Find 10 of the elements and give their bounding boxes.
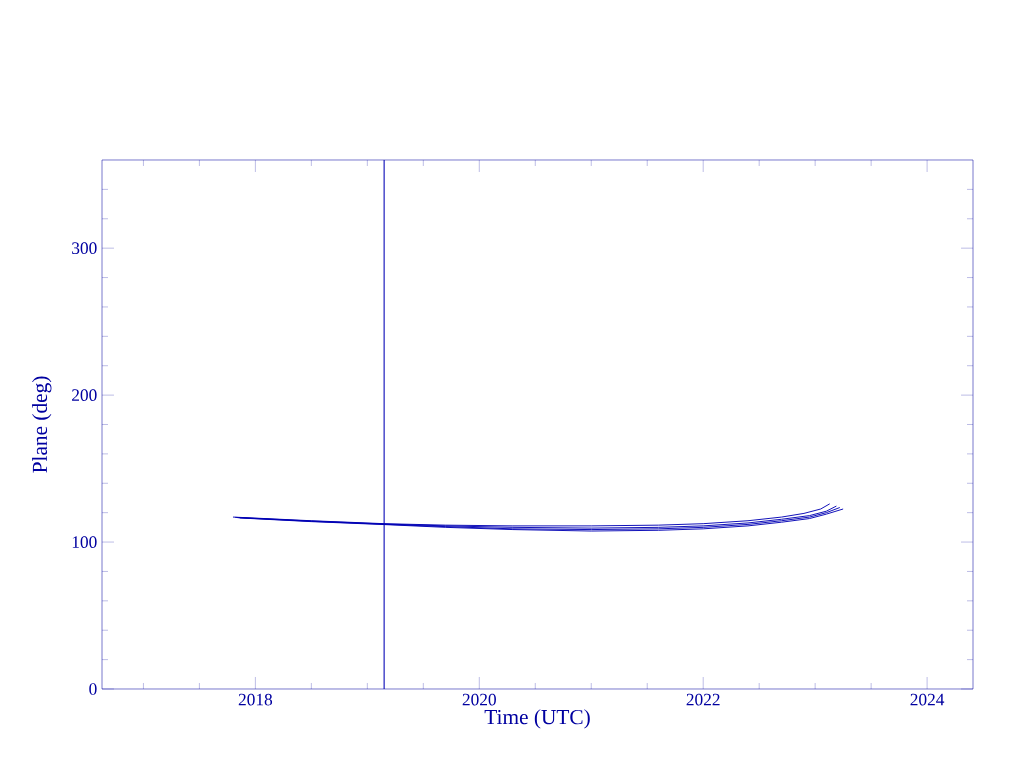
y-tick-label: 300: [72, 242, 97, 255]
y-tick-label: 100: [72, 536, 97, 548]
x-tick-label: 2018: [238, 693, 273, 706]
x-tick-label: 2022: [686, 693, 720, 706]
x-tick-label: 2020: [462, 693, 496, 706]
y-tick-label: 200: [72, 389, 97, 401]
x-axis-title: Time (UTC): [484, 709, 590, 729]
y-axis-title: Plane (deg): [32, 376, 52, 473]
y-tick-label: 0: [89, 683, 97, 695]
x-tick-label: 2024: [910, 693, 945, 706]
